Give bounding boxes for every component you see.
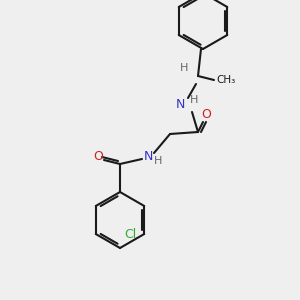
Text: N: N [175,98,185,110]
Text: H: H [180,63,188,73]
Text: H: H [190,95,198,105]
Text: N: N [143,149,153,163]
Text: Cl: Cl [124,227,136,241]
Text: O: O [201,107,211,121]
Text: O: O [93,149,103,163]
Text: H: H [154,156,162,166]
Text: CH₃: CH₃ [216,75,236,85]
